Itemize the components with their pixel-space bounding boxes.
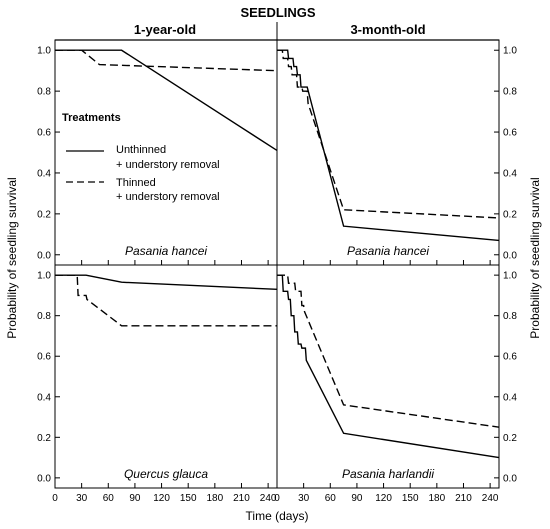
top-left-ytick-label: 1.0 (37, 46, 51, 57)
top-right-ytick-label: 0.4 (503, 168, 517, 179)
bottom-left-ytick-label: 0.2 (37, 433, 51, 444)
bottom-right-ytick-label: 0.4 (503, 392, 517, 403)
bottom-left-xtick-label: 30 (76, 493, 88, 504)
legend-item-1-line1: Unthinned (116, 144, 166, 156)
y-axis-label-left: Probability of seedling survival (5, 177, 19, 338)
bottom-left-ytick-label: 0.4 (37, 392, 51, 403)
top-right-ytick-label: 1.0 (503, 46, 517, 57)
top-right-series-unthinned (277, 49, 500, 242)
bottom-right-xtick-label: 30 (298, 493, 310, 504)
top-right-ytick-label: 0.6 (503, 128, 517, 139)
panels-group: 0.0 0.2 0.4 0.6 0.8 1.0 Pasania hancei 0.0 0.2 0.… (37, 22, 517, 504)
top-right-ytick-label: 0.2 (503, 209, 517, 220)
bottom-left-xtick-label: 120 (153, 493, 170, 504)
bottom-left-ytick-label: 0.6 (37, 352, 51, 363)
top-left-ytick-label: 0.2 (37, 209, 51, 220)
top-left-series-thinned (55, 49, 278, 72)
bottom-left-xtick-label: 210 (233, 493, 250, 504)
column-header-1-year-old: 1-year-old (134, 22, 196, 37)
bottom-right-species-label: Pasania harlandii (342, 467, 434, 481)
bottom-left-ytick-label: 1.0 (37, 271, 51, 282)
bottom-right-frame (276, 264, 500, 489)
legend-item-2-line1: Thinned (116, 177, 156, 189)
bottom-right-xtick-label: 90 (351, 493, 363, 504)
bottom-right-ytick-label: 0.2 (503, 433, 517, 444)
bottom-left-series-unthinned (55, 274, 278, 291)
bottom-left-xtick-label: 0 (52, 493, 58, 504)
bottom-right-series-thinned (277, 274, 500, 428)
top-right-ytick-label: 0.8 (503, 87, 517, 98)
bottom-right-ytick-label: 0.6 (503, 352, 517, 363)
y-axis-label-right: Probability of seedling survival (528, 177, 542, 338)
bottom-right-xtick-label: 210 (455, 493, 472, 504)
top-left-ytick-label: 0.0 (37, 250, 51, 261)
bottom-left-xtick-label: 90 (129, 493, 141, 504)
top-left-series-unthinned (55, 49, 278, 152)
bottom-right-ytick-label: 0.0 (503, 473, 517, 484)
column-header-3-month-old: 3-month-old (350, 22, 425, 37)
bottom-left-xtick-label: 150 (180, 493, 197, 504)
bottom-right-ytick-label: 1.0 (503, 271, 517, 282)
top-right-ytick-label: 0.0 (503, 250, 517, 261)
bottom-left-series-thinned (55, 274, 277, 327)
top-right-series-thinned (277, 49, 500, 219)
top-right-species-label: Pasania hancei (347, 244, 429, 258)
top-left-ytick-label: 0.8 (37, 87, 51, 98)
top-right-frame (276, 39, 500, 266)
bottom-right-xtick-label: 240 (482, 493, 499, 504)
bottom-left-xtick-label: 180 (206, 493, 223, 504)
legend-item-1-line2: + understory removal (116, 159, 220, 171)
top-left-ytick-label: 0.6 (37, 128, 51, 139)
top-left-species-label: Pasania hancei (125, 244, 207, 258)
bottom-right-xtick-label: 150 (402, 493, 419, 504)
figure-title: SEEDLINGS (240, 5, 315, 20)
bottom-left-xtick-label: 60 (103, 493, 115, 504)
legend-title: Treatments (62, 112, 121, 124)
bottom-right-xtick-label: 180 (428, 493, 445, 504)
top-left-ytick-label: 0.4 (37, 168, 51, 179)
bottom-right-xtick-label: 120 (375, 493, 392, 504)
bottom-left-species-label: Quercus glauca (124, 467, 208, 481)
bottom-right-xtick-label: 60 (325, 493, 337, 504)
bottom-right-series-unthinned (277, 274, 500, 459)
bottom-right-xtick-label: 0 (274, 493, 280, 504)
bottom-left-ytick-label: 0.8 (37, 311, 51, 322)
bottom-right-ytick-label: 0.8 (503, 311, 517, 322)
bottom-left-xtick-label: 240 (260, 493, 277, 504)
legend-item-2-line2: + understory removal (116, 191, 220, 203)
bottom-left-frame (54, 264, 278, 489)
legend: Treatments Unthinned + understory remova… (62, 112, 220, 203)
x-axis-label: Time (days) (246, 509, 309, 523)
bottom-left-ytick-label: 0.0 (37, 473, 51, 484)
